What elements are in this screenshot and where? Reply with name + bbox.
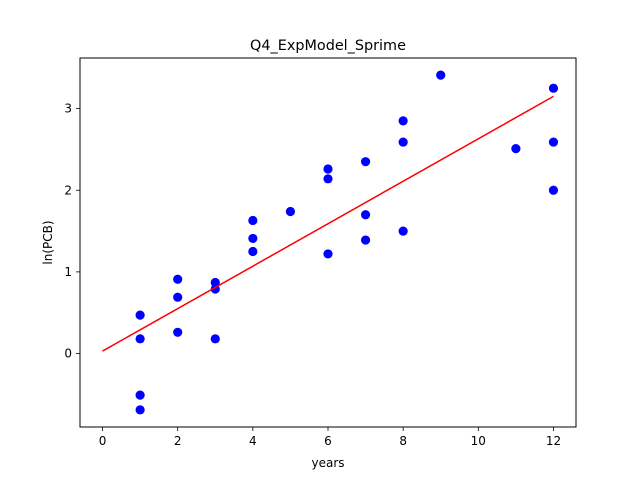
data-point [548, 185, 559, 195]
data-point [173, 292, 183, 302]
data-point [398, 137, 408, 147]
data-point [398, 226, 408, 236]
y-tick-label: 1 [64, 265, 72, 279]
y-axis-ticks: 0 1 2 3 [64, 102, 80, 361]
data-point [360, 235, 371, 245]
x-tick-label: 8 [399, 434, 407, 448]
x-tick-label: 0 [99, 434, 107, 448]
x-axis-ticks: 0 2 4 6 8 10 12 [99, 427, 561, 448]
data-point [548, 137, 559, 147]
x-tick-label: 4 [249, 434, 257, 448]
data-point [323, 249, 333, 259]
data-point [135, 390, 145, 400]
data-point [398, 116, 408, 126]
data-point [248, 246, 258, 257]
x-tick-label: 6 [324, 434, 332, 448]
x-tick-label: 10 [471, 434, 486, 448]
data-point [323, 174, 333, 184]
data-point [135, 405, 145, 415]
x-tick-label: 12 [546, 434, 561, 448]
data-point [135, 310, 145, 320]
data-point [135, 334, 145, 344]
data-point [210, 277, 220, 288]
axes-frame [79, 57, 577, 428]
y-tick-label: 2 [64, 183, 72, 197]
data-point [360, 210, 371, 220]
data-point [323, 164, 333, 174]
data-point [210, 334, 220, 344]
data-point [511, 144, 521, 154]
fit-line [102, 95, 554, 352]
data-point [436, 70, 446, 80]
plot-area [102, 70, 559, 415]
data-point [173, 327, 183, 337]
data-point [173, 274, 183, 284]
x-tick-label: 2 [174, 434, 182, 448]
data-point [248, 215, 258, 226]
data-point [285, 206, 296, 217]
y-axis-label: ln(PCB) [41, 220, 55, 264]
x-axis-label: years [311, 456, 344, 470]
data-point [548, 83, 559, 93]
y-tick-label: 0 [64, 347, 72, 361]
chart-title: Q4_ExpModel_Sprime [250, 38, 406, 54]
data-point [248, 233, 258, 244]
data-point [360, 157, 371, 167]
y-tick-label: 3 [64, 102, 72, 116]
